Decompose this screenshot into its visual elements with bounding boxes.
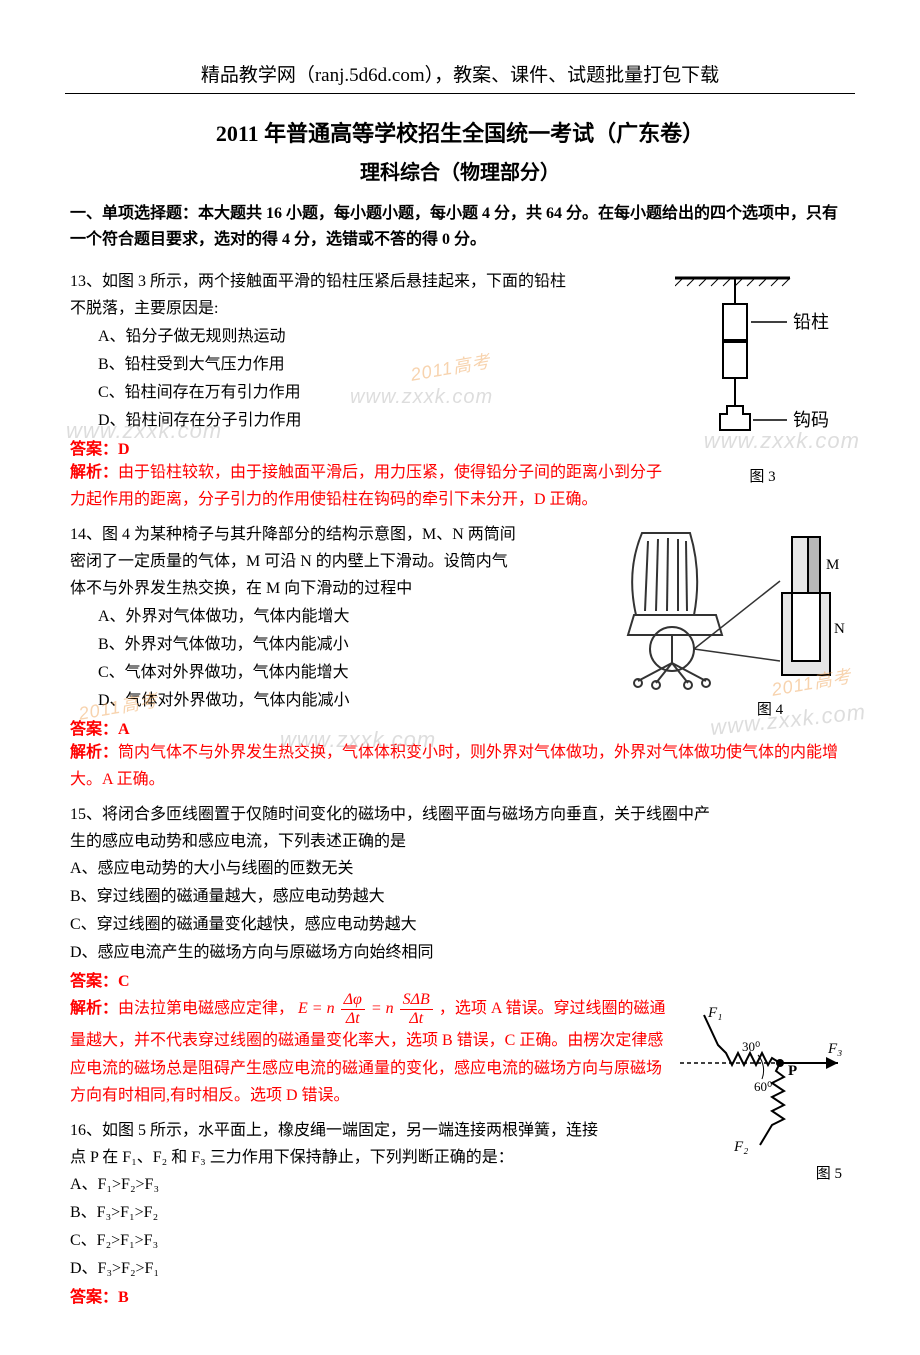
- q16-opt-d: D、F₃>F₂>F₁: [70, 1255, 850, 1283]
- figure-4-svg: M N: [620, 521, 850, 691]
- q16-stem-2: 点 P 在 F₁、F₂ 和 F₃ 三力作用下保持静止，下列判断正确的是：: [70, 1144, 850, 1171]
- q16-opt-b: B、F₃>F₁>F₂: [70, 1199, 850, 1227]
- q15-formula: E = n ΔφΔt = n SΔBΔt: [298, 1000, 439, 1017]
- fig5-label-f1: F₁: [707, 1005, 722, 1021]
- q16-opt-a: A、F₁>F₂>F₃: [70, 1171, 850, 1199]
- fig5-label-p: P: [788, 1063, 797, 1079]
- q15-opt-c: C、穿过线圈的磁通量变化越快，感应电动势越大: [70, 911, 850, 939]
- exam-subtitle: 理科综合（物理部分）: [70, 156, 850, 185]
- figure-3-svg: 铅柱 钩码: [675, 268, 850, 458]
- figure-4-caption: 图 4: [690, 698, 850, 719]
- exam-title: 2011 年普通高等学校招生全国统一考试（广东卷）: [70, 116, 850, 148]
- fig4-label-n: N: [834, 621, 845, 637]
- fig5-angle-60: 60⁰: [754, 1079, 772, 1094]
- q15-answer: 答案：C: [70, 967, 850, 991]
- q15-opt-a: A、感应电动势的大小与线圈的匝数无关: [70, 855, 850, 883]
- question-15: 15、将闭合多匝线圈置于仅随时间变化的磁场中，线圈平面与磁场方向垂直，关于线圈中…: [70, 801, 850, 1109]
- q15-stem-1: 15、将闭合多匝线圈置于仅随时间变化的磁场中，线圈平面与磁场方向垂直，关于线圈中…: [70, 801, 850, 828]
- question-14: M N 图 4 14、图 4 为某种椅子与其升降部分的结构示意图，M、N 两筒间…: [70, 521, 850, 793]
- question-16: 16、如图 5 所示，水平面上，橡皮绳一端固定，另一端连接两根弹簧，连接 点 P…: [70, 1117, 850, 1307]
- fig5-angle-30: 30⁰: [742, 1039, 760, 1054]
- q15-stem-2: 生的感应电动势和感应电流，下列表述正确的是: [70, 828, 850, 855]
- fig4-label-m: M: [826, 557, 839, 573]
- site-header: 精品教学网（ranj.5d6d.com），教案、课件、试题批量打包下载: [65, 60, 855, 94]
- q16-stem-1: 16、如图 5 所示，水平面上，橡皮绳一端固定，另一端连接两根弹簧，连接: [70, 1117, 850, 1144]
- section-intro: 一、单项选择题：本大题共 16 小题，每小题小题，每小题 4 分，共 64 分。…: [70, 201, 850, 252]
- q16-opt-c: C、F₂>F₁>F₃: [70, 1227, 850, 1255]
- figure-3-caption: 图 3: [675, 465, 850, 486]
- q14-explanation: 解析：筒内气体不与外界发生热交换，气体体积变小时，则外界对气体做功，外界对气体做…: [70, 739, 850, 793]
- question-13: 铅柱 钩码 图 3 13、如图 3 所示，两个接触面平滑的铅柱压紧后悬挂起来，下…: [70, 268, 850, 513]
- fig5-label-f3: F₃: [827, 1041, 842, 1057]
- fig3-label-lead: 铅柱: [793, 312, 829, 332]
- q16-answer: 答案：B: [70, 1283, 850, 1307]
- fig3-label-hook: 钩码: [793, 410, 829, 430]
- q15-opt-b: B、穿过线圈的磁通量越大，感应电动势越大: [70, 883, 850, 911]
- page: 精品教学网（ranj.5d6d.com），教案、课件、试题批量打包下载 2011…: [0, 0, 920, 1355]
- figure-3: 铅柱 钩码 图 3: [675, 268, 850, 486]
- figure-4: M N 图 4: [620, 521, 850, 719]
- q15-opt-d: D、感应电流产生的磁场方向与原磁场方向始终相同: [70, 939, 850, 967]
